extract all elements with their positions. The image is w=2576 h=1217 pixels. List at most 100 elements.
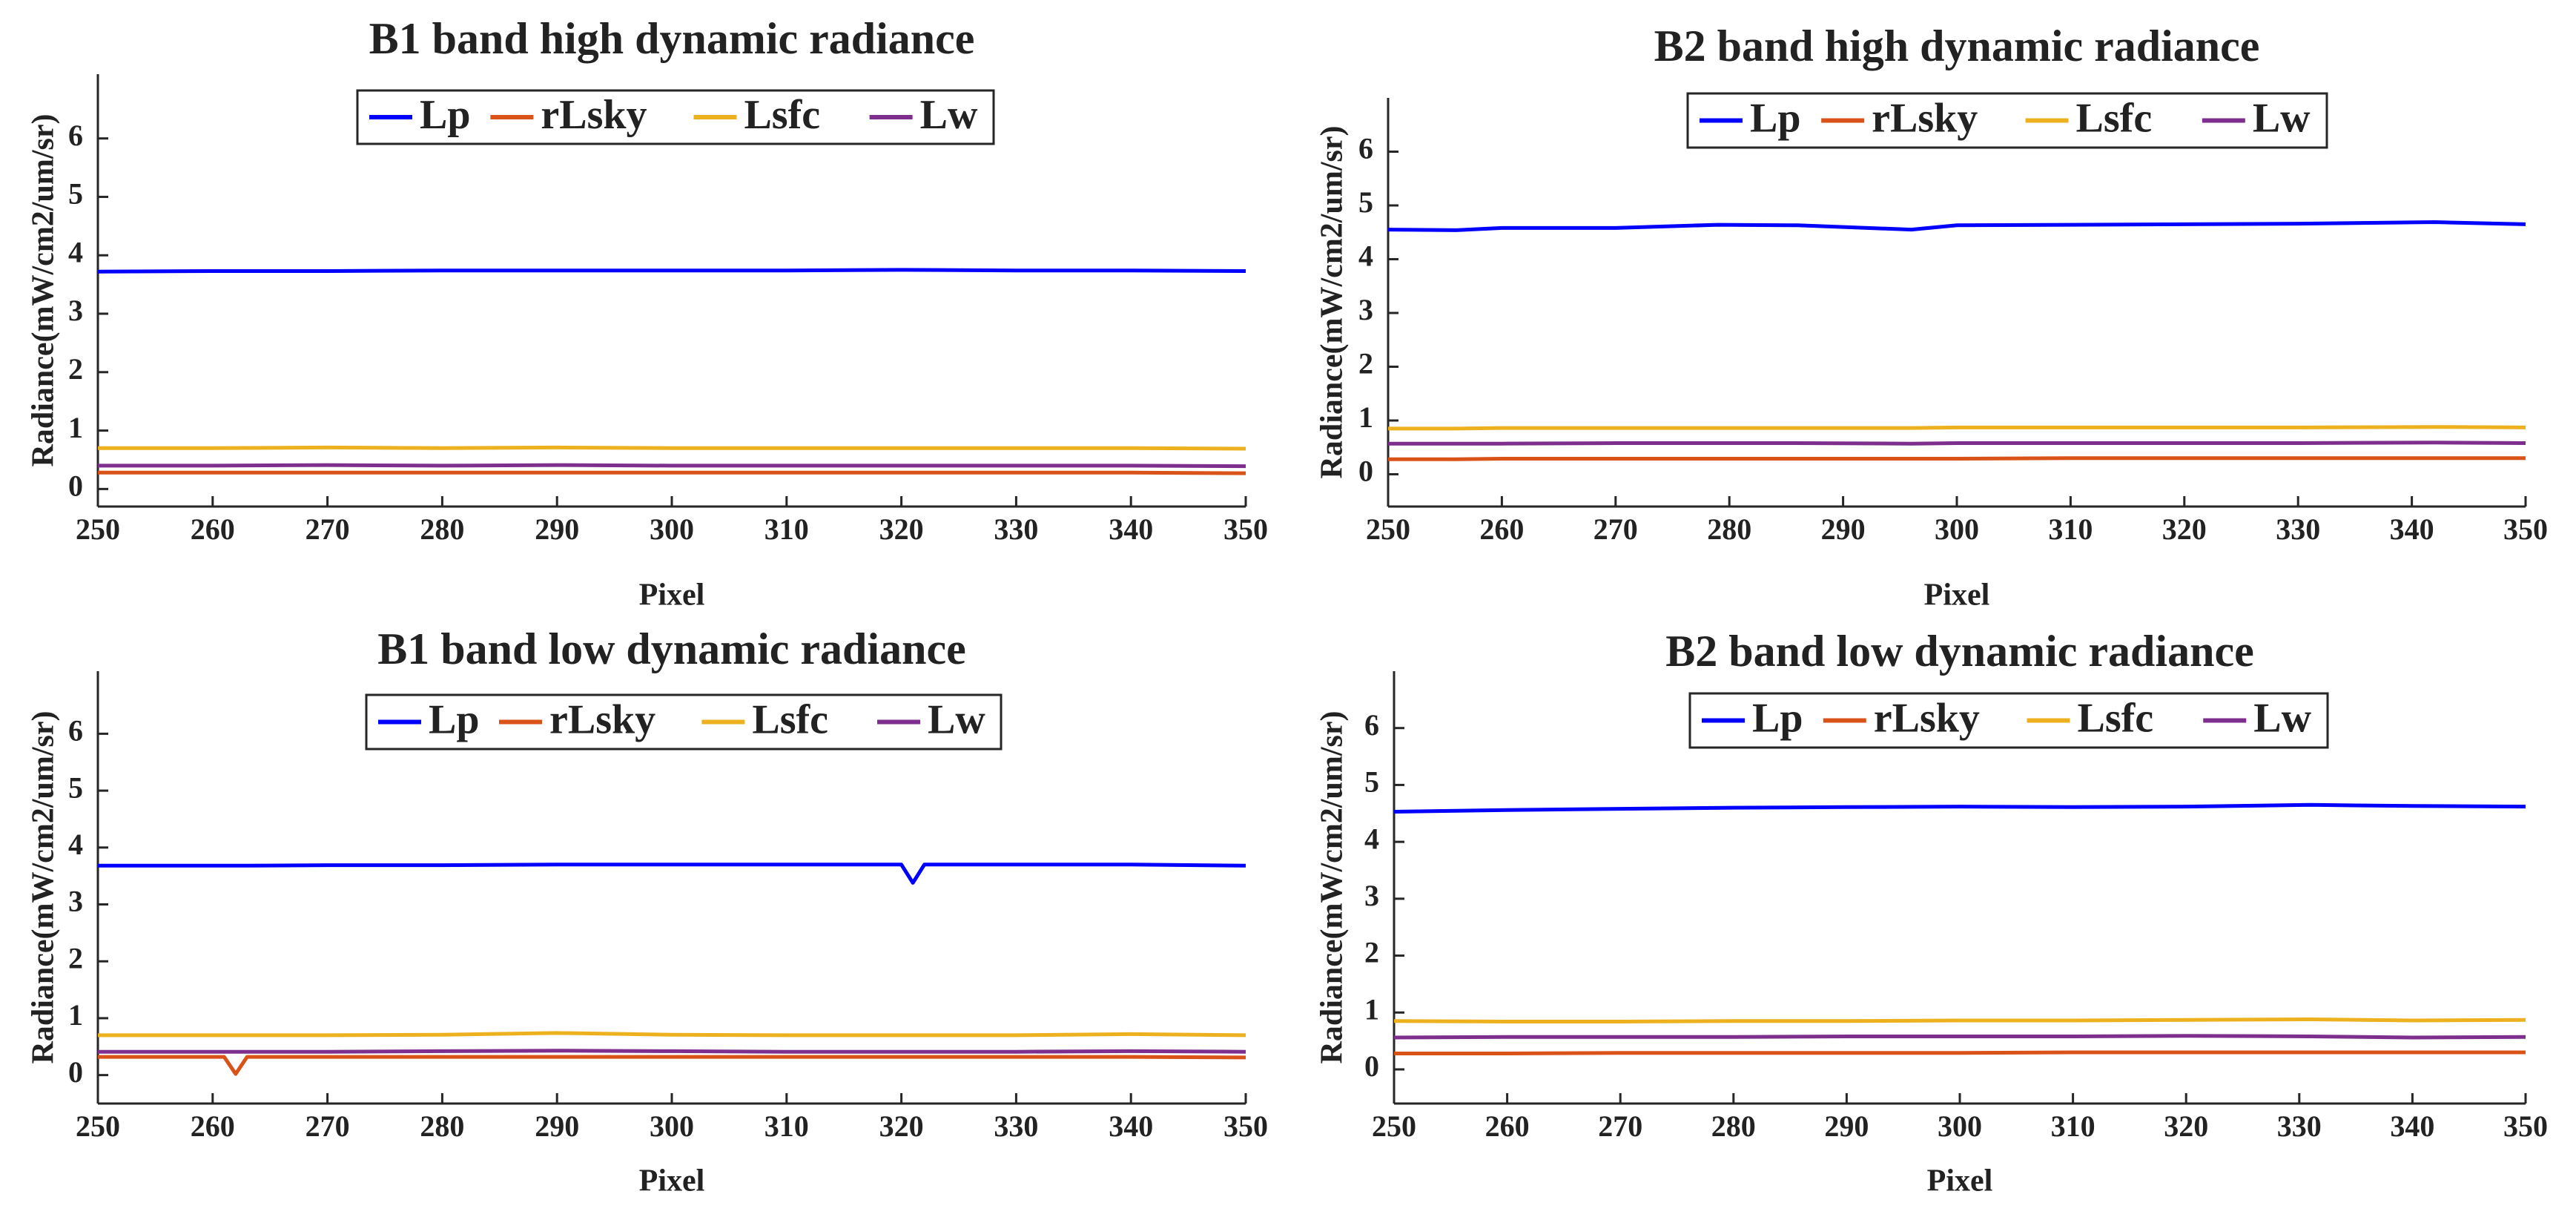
y-tick-label: 0 [68,1055,83,1089]
x-tick-label: 250 [1372,1109,1416,1143]
x-tick-label: 280 [1707,512,1751,546]
y-axis-label: Radiance(mW/cm2/um/sr) [27,711,61,1064]
series-line-lw [1393,1034,2526,1040]
series-line-lp [1387,220,2526,232]
legend-label-rlsky: rLsky [541,92,647,138]
x-tick-label: 300 [1935,512,1979,546]
x-tick-label: 270 [1598,1109,1642,1143]
x-tick-label: 280 [420,1109,464,1143]
y-tick-label: 3 [1358,293,1373,326]
y-tick-label: 6 [68,119,83,152]
x-axis-label: Pixel [639,1164,705,1198]
y-tick-label: 2 [68,352,83,386]
series-line-rlsky [98,1055,1246,1076]
legend-label-lp: Lp [420,92,471,138]
x-tick-label: 350 [2503,512,2548,546]
x-tick-label: 250 [76,512,120,546]
y-tick-label: 5 [68,771,83,804]
x-tick-label: 310 [764,512,809,546]
x-tick-label: 260 [191,1109,235,1143]
chart-title: B1 band high dynamic radiance [369,14,975,63]
y-tick-label: 3 [1364,879,1379,912]
x-tick-label: 340 [2390,512,2434,546]
legend-label-lsfc: Lsfc [752,696,828,742]
legend: Lp rLsky Lsfc Lw [365,693,1003,751]
x-tick-label: 330 [994,1109,1038,1143]
legend-label-rlsky: rLsky [549,696,655,742]
y-tick-label: 1 [1364,992,1379,1026]
y-tick-label: 2 [68,941,83,974]
y-axis-label: Radiance(mW/cm2/um/sr) [27,114,61,467]
x-tick-label: 320 [879,512,924,546]
y-tick-label: 3 [68,294,83,327]
y-tick-label: 6 [68,714,83,748]
series-line-lp [97,268,1246,274]
legend: Lp rLsky Lsfc Lw [356,89,995,145]
legend-label-lw: Lw [920,92,978,138]
x-tick-label: 340 [1109,512,1153,546]
x-tick-label: 290 [1824,1109,1869,1143]
legend-label-rlsky: rLsky [1872,95,1978,141]
x-tick-label: 350 [1223,512,1268,546]
series-line-lsfc [1388,425,2526,431]
y-axis-label: Radiance(mW/cm2/um/sr) [1315,126,1350,479]
legend-label-lw: Lw [928,696,985,742]
x-tick-label: 290 [535,1109,579,1143]
legend-label-lsfc: Lsfc [2077,695,2153,741]
y-tick-label: 1 [68,998,83,1032]
series-line-lsfc [98,445,1246,451]
x-tick-label: 310 [2051,1109,2096,1143]
x-tick-label: 310 [2048,512,2093,546]
chart-title: B1 band low dynamic radiance [377,624,965,673]
y-tick-label: 3 [68,885,83,918]
series-line-rlsky [1388,456,2526,461]
y-tick-label: 4 [68,235,83,268]
chart-panel-2: B2 band high dynamic radiance 250 2 6 0 270 28… [1315,22,2548,613]
legend-label-lsfc: Lsfc [744,92,820,138]
chart-title: B2 band high dynamic radiance [1654,22,2260,70]
x-tick-label: 300 [650,1109,694,1143]
x-tick-label: 280 [1711,1109,1756,1143]
series-line-rlsky [98,470,1246,475]
x-tick-label: 300 [1938,1109,1982,1143]
x-tick-label: 340 [1109,1109,1153,1143]
x-tick-label: 320 [879,1109,924,1143]
series-line-lsfc [98,1031,1246,1038]
y-tick-label: 0 [1358,455,1373,488]
y-tick-label: 4 [1364,822,1379,855]
legend-label-lsfc: Lsfc [2076,95,2153,141]
chart-panel-1: B1 band high dynamic radiance 250 260 270 28… [27,14,1268,613]
y-tick-label: 4 [68,828,83,861]
x-tick-label: 350 [1223,1109,1268,1143]
legend-label-lw: Lw [2253,695,2311,741]
legend-label-lw: Lw [2253,95,2311,141]
x-axis-label: Pixel [639,578,705,613]
y-tick-label: 0 [1364,1049,1379,1083]
y-tick-label: 4 [1358,240,1373,273]
series-line-lsfc [1393,1018,2526,1023]
x-tick-label: 350 [2503,1109,2548,1143]
series-line-rlsky [1394,1050,2526,1055]
x-tick-label: 260 [1485,1109,1530,1143]
x-axis-label: Pixel [1927,1164,1993,1198]
legend: Lp rLsky Lsfc Lw [1688,692,2329,749]
x-tick-label: 270 [1594,512,1638,546]
series-line-lw [98,1049,1246,1054]
x-tick-label: 300 [650,512,694,546]
x-tick-label: 280 [420,512,464,546]
x-tick-label: 250 [1366,512,1410,546]
x-tick-label: 260 [191,512,235,546]
x-tick-label: 330 [2276,512,2320,546]
x-tick-label: 330 [2277,1109,2322,1143]
y-axis-label: Radiance(mW/cm2/um/sr) [1315,711,1350,1064]
y-tick-label: 5 [1364,765,1379,799]
y-tick-label: 1 [1358,400,1373,434]
y-tick-label: 2 [1358,347,1373,380]
y-tick-label: 6 [1358,132,1373,165]
y-tick-label: 5 [68,177,83,211]
legend-label-rlsky: rLsky [1874,695,1980,741]
x-tick-label: 290 [1821,512,1866,546]
x-tick-label: 270 [306,512,350,546]
legend-label-lp: Lp [1750,95,1801,141]
